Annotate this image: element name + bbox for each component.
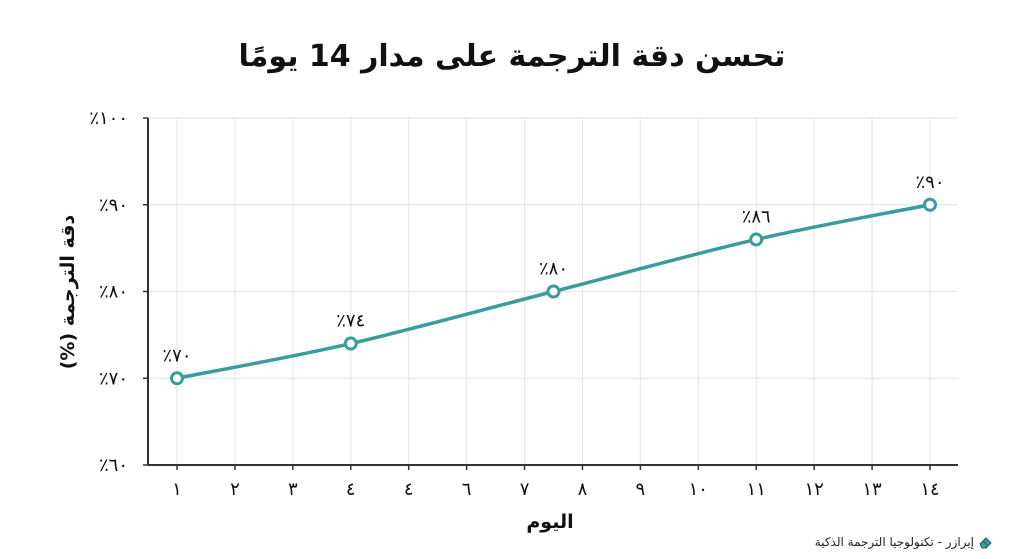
data-label: ٪٨٦ (742, 206, 771, 227)
x-tick-label: ٢ (230, 479, 240, 500)
x-tick-label: ١٤ (920, 479, 939, 500)
y-tick-label: ٪١٠٠ (89, 108, 128, 129)
data-label: ٪٨٠ (539, 259, 568, 280)
y-tick-label: ٪٨٠ (99, 282, 128, 303)
x-tick-label: ١٠ (689, 479, 708, 500)
x-tick-label: ٨ (578, 479, 588, 500)
data-label: ٪٩٠ (915, 172, 944, 193)
footer: إيرازر - تكنولوجيا الترجمة الذكية (815, 535, 994, 549)
x-tick-label: ٣ (288, 479, 298, 500)
y-tick-label: ٪٩٠ (99, 195, 128, 216)
footer-text: إيرازر - تكنولوجيا الترجمة الذكية (814, 535, 974, 549)
grid (148, 117, 958, 465)
data-point (546, 284, 561, 299)
data-point (343, 336, 358, 351)
x-tick-label: ٧ (520, 479, 530, 500)
axes (143, 117, 958, 470)
x-tick-label: ٩ (636, 479, 646, 500)
x-tick-label: ١٣ (862, 479, 882, 500)
x-tick-label: ١٢ (804, 479, 823, 500)
data-label: ٪٧٤ (336, 311, 365, 332)
y-tick-label: ٪٧٠ (99, 368, 128, 389)
data-point (170, 371, 184, 386)
x-tick-label: ١١ (747, 479, 766, 500)
y-axis-label: دقة الترجمة (%) (57, 214, 79, 369)
data-label: ٪٧٠ (162, 345, 191, 366)
eraser-icon (979, 537, 992, 549)
y-tick-labels: ٪٦٠ ٪٧٠ ٪٨٠ ٪٩٠ ٪١٠٠ (89, 108, 128, 476)
data-labels: ٪٧٠ ٪٧٤ ٪٨٠ ٪٨٦ ٪٩٠ (162, 172, 944, 367)
x-tick-label: ٦ (462, 479, 472, 500)
series (170, 197, 937, 386)
x-tick-label: ٤ (346, 479, 356, 500)
x-tick-labels: ١ ٢ ٣ ٤ ٤ ٦ ٧ ٨ ٩ ١٠ ١١ ١٢ ١٣ ١٤ (172, 479, 940, 500)
data-point (923, 197, 937, 212)
y-tick-label: ٪٦٠ (99, 455, 128, 476)
chart-title: تحسن دقة الترجمة على مدار 14 يومًا (239, 39, 786, 74)
data-point (749, 232, 764, 247)
x-tick-label: ٤ (404, 479, 414, 500)
x-axis-label: اليوم (526, 511, 573, 533)
x-tick-label: ١ (172, 479, 182, 500)
